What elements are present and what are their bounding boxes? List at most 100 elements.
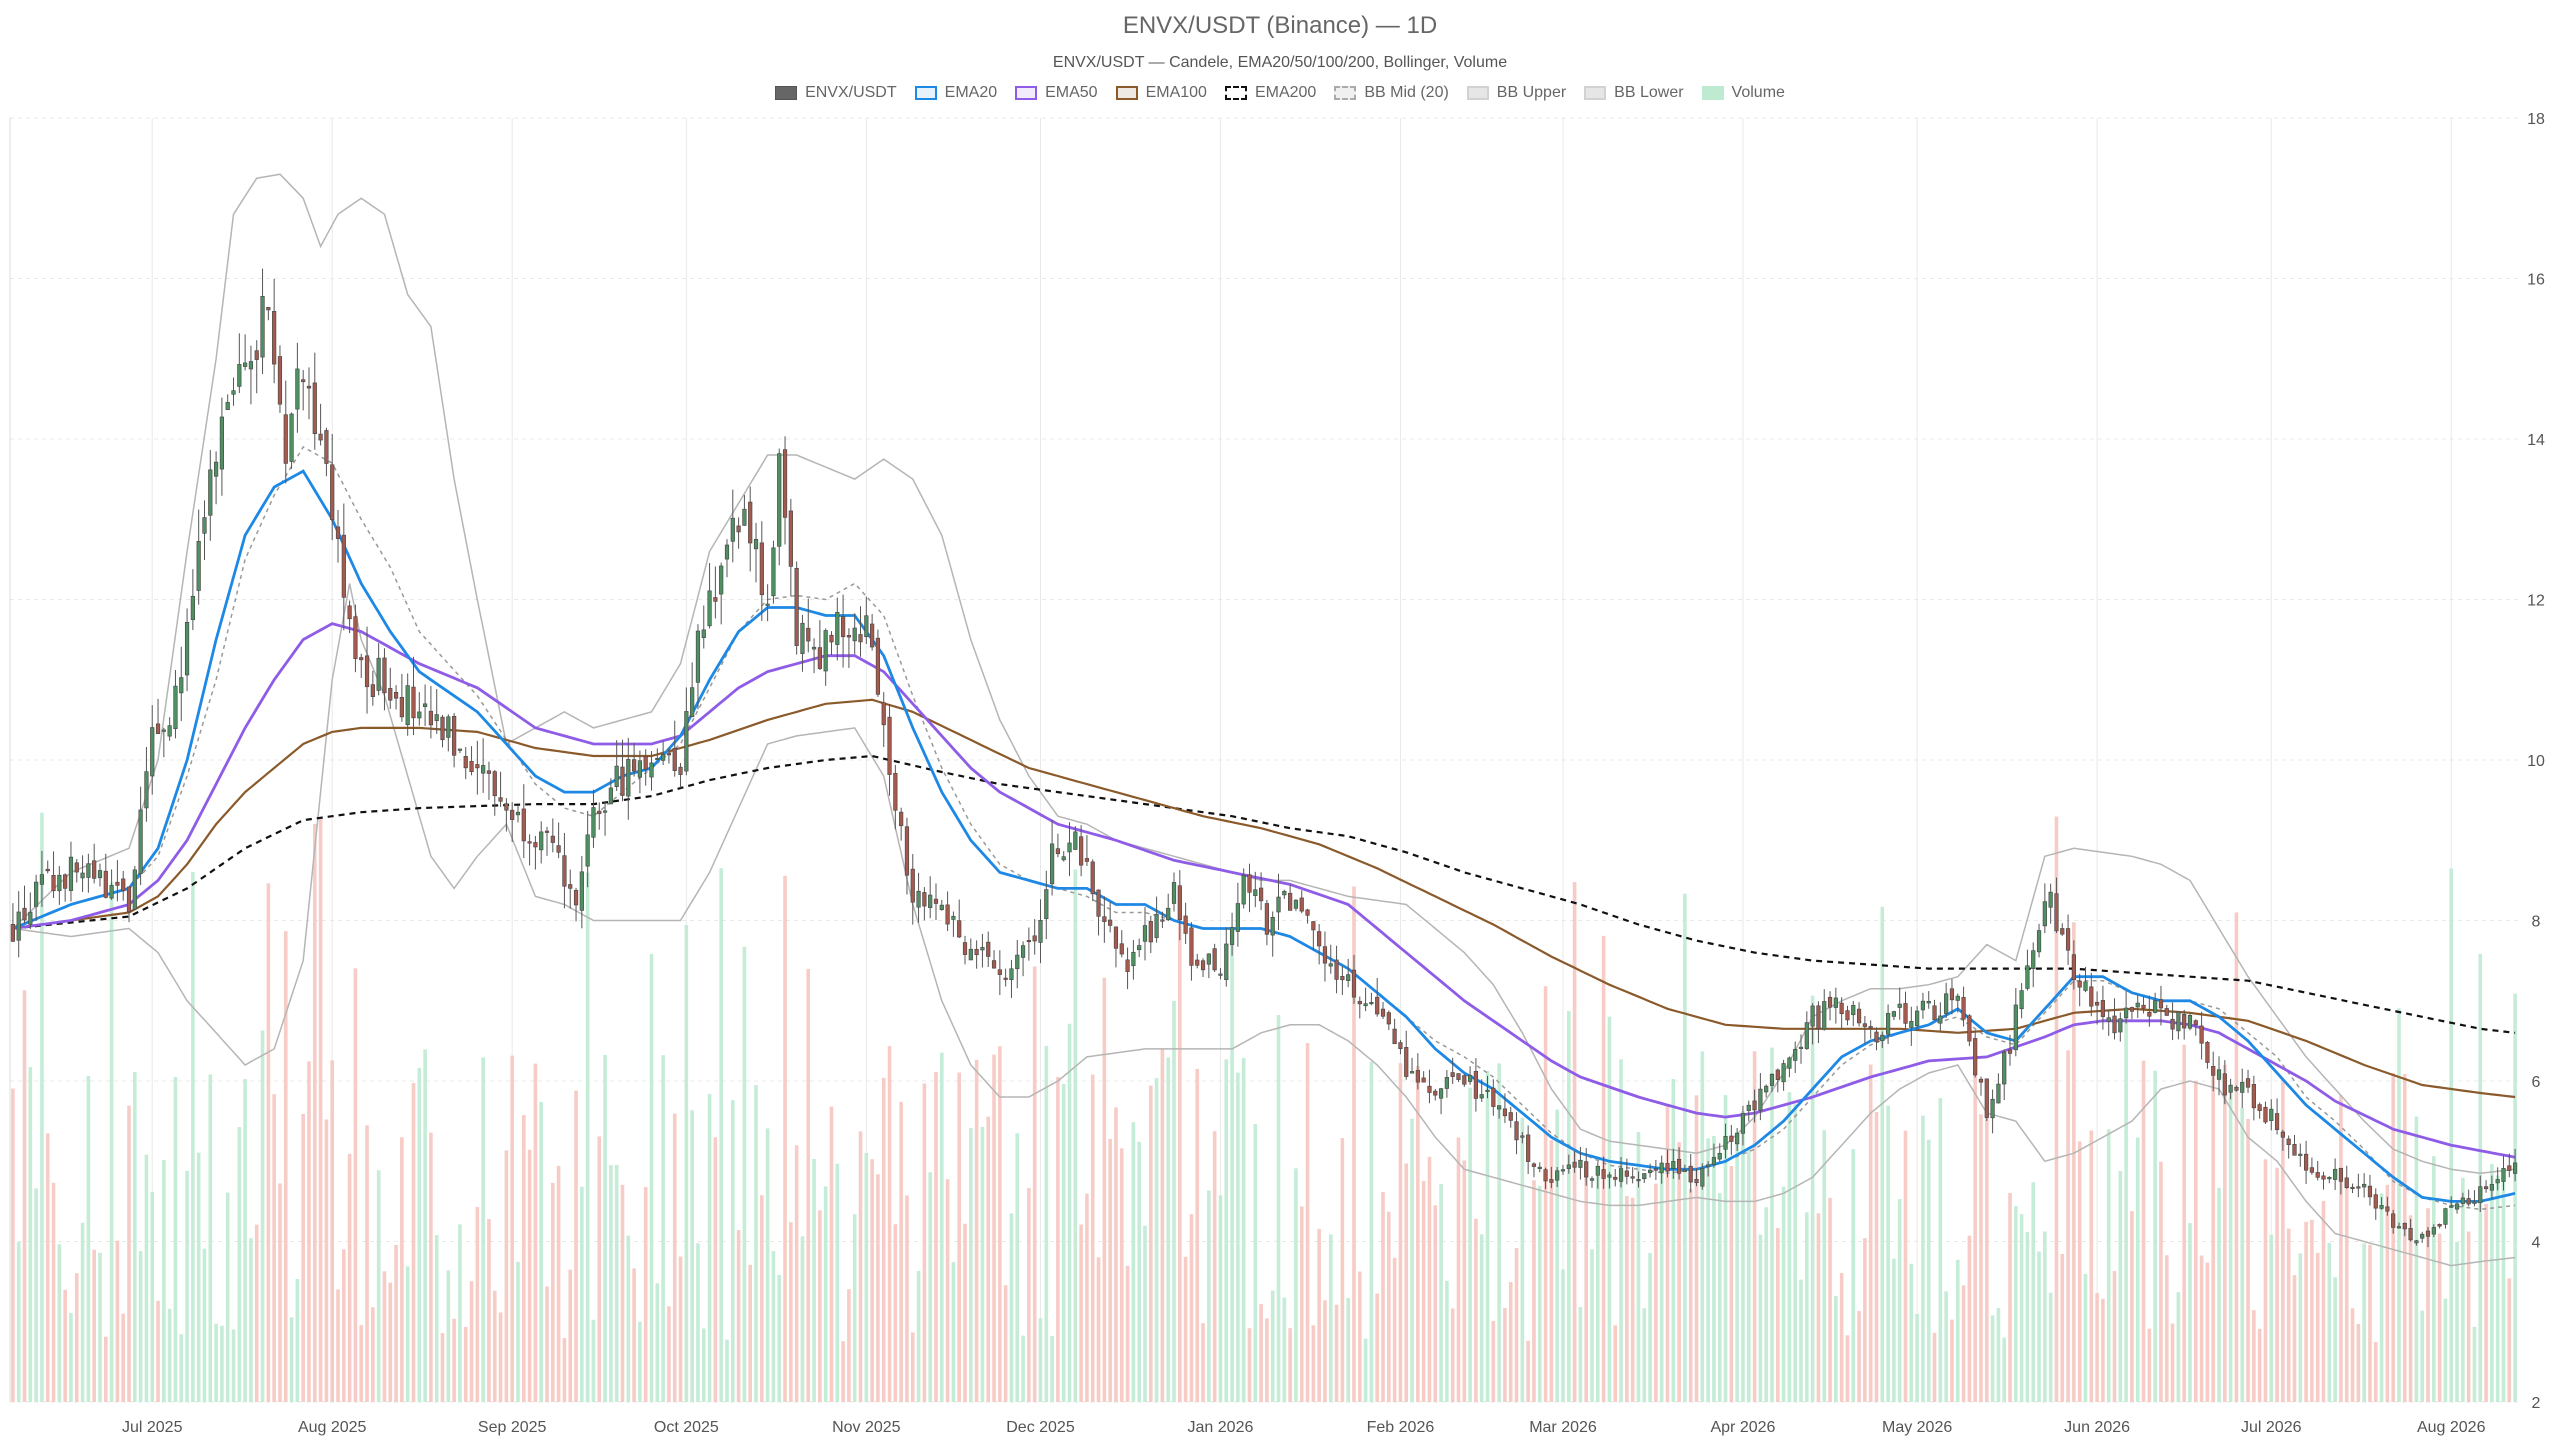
candle-body: [34, 881, 39, 907]
volume-bar: [1979, 1114, 1983, 1402]
legend-item-ema200[interactable]: EMA200: [1224, 84, 1316, 102]
legend-item-bb-mid[interactable]: BB Mid (20): [1334, 84, 1449, 102]
candle-body: [672, 747, 677, 771]
volume-bar: [1143, 1225, 1147, 1402]
x-tick-label: Jul 2026: [2241, 1419, 2302, 1436]
candle-body: [684, 711, 689, 772]
candle-body: [1357, 1000, 1362, 1005]
candle-body: [202, 517, 207, 534]
volume-bar: [2025, 1231, 2030, 1402]
legend-item-bb-lower[interactable]: BB Lower: [1584, 84, 1684, 102]
candle-body: [190, 595, 195, 620]
volume-bar: [1317, 1228, 1321, 1402]
volume-bar: [185, 1170, 189, 1402]
volume-bar: [876, 1174, 880, 1402]
volume-bar: [2437, 1233, 2442, 1402]
volume-bar: [748, 1264, 753, 1402]
candle-body: [463, 756, 468, 769]
volume-bar: [1009, 1213, 1014, 1402]
candle-body: [1978, 1078, 1984, 1083]
volume-bar: [2362, 1243, 2366, 1402]
volume-bar: [2257, 1328, 2262, 1402]
candle-body: [1874, 1031, 1879, 1043]
legend-item-ema20[interactable]: EMA20: [914, 84, 997, 102]
candle-body: [2089, 986, 2094, 1007]
volume-bar: [336, 1289, 340, 1402]
legend-item-bb-upper[interactable]: BB Upper: [1466, 84, 1566, 102]
candle-body: [1467, 1074, 1473, 1082]
volume-bar: [1503, 1308, 1507, 1402]
volume-bar: [2193, 1080, 2198, 1402]
candle-body: [1996, 1083, 2001, 1104]
volume-bar: [417, 1067, 422, 1402]
candle-body: [1555, 1170, 1560, 1181]
candle-body: [260, 296, 265, 358]
candle-body: [1235, 903, 1240, 932]
candle-body: [1073, 831, 1078, 850]
volume-bar: [556, 1165, 561, 1402]
ema100-line: [12, 698, 2516, 1099]
chart-subtitle: ENVX/USDT — Candele, EMA20/50/100/200, B…: [1052, 54, 1508, 71]
candle-body: [1787, 1057, 1792, 1069]
volume-bar: [2472, 1326, 2477, 1402]
volume-bar: [1961, 1285, 1966, 1402]
candle-body: [1618, 1168, 1624, 1182]
candle-body: [1351, 969, 1357, 998]
volume-bar: [1880, 906, 1885, 1402]
candle-body: [2042, 901, 2047, 927]
candle-body: [661, 754, 666, 761]
dashed-line-swatch-icon: [1224, 86, 1247, 100]
candle-body: [486, 770, 492, 774]
candle-body: [1584, 1161, 1589, 1178]
volume-bar: [405, 1266, 410, 1402]
legend-item-ema50[interactable]: EMA50: [1015, 84, 1098, 102]
candle-body: [2501, 1168, 2506, 1182]
volume-bar: [516, 1261, 520, 1402]
candle-body: [591, 807, 596, 838]
candle-body: [1131, 951, 1136, 967]
volume-bar: [568, 1269, 573, 1402]
volume-bar: [1032, 966, 1037, 1402]
candle-body: [138, 809, 143, 875]
candle-body: [393, 691, 399, 699]
volume-bar: [469, 1281, 474, 1402]
volume-bar: [1027, 1188, 1031, 1402]
legend-label: EMA100: [1145, 84, 1207, 101]
candle-body: [2228, 1084, 2233, 1093]
candle-body: [1804, 1022, 1809, 1049]
candle-body: [2512, 1162, 2518, 1174]
candle-body: [1433, 1090, 1438, 1096]
volume-bar: [1305, 1043, 1310, 1402]
candle-body: [2124, 1007, 2129, 1019]
candle-body: [1497, 1105, 1502, 1110]
volume-bar: [150, 1191, 155, 1402]
candle-body: [2077, 980, 2082, 988]
candle-body: [637, 760, 643, 778]
candle-body: [115, 881, 120, 886]
legend-item-ema100[interactable]: EMA100: [1115, 84, 1207, 102]
volume-bar: [1311, 1325, 1316, 1402]
candle-body: [1531, 1163, 1537, 1167]
candle-body: [2094, 1001, 2100, 1006]
candle-body: [1183, 915, 1188, 934]
candle-body: [2048, 891, 2053, 908]
candle-body: [1572, 1161, 1577, 1168]
legend-label: Volume: [1731, 84, 1785, 101]
candle-body: [945, 904, 950, 925]
legend-item-candles[interactable]: ENVX/USDT: [775, 84, 897, 102]
volume-bar: [2054, 816, 2059, 1402]
volume-bar: [2449, 868, 2454, 1402]
volume-bar: [1259, 1304, 1263, 1402]
volume-bar: [887, 1046, 892, 1402]
volume-bar: [121, 1313, 126, 1402]
volume-bar: [1781, 1186, 1786, 1402]
candle-body: [573, 890, 579, 906]
legend-item-volume[interactable]: Volume: [1701, 84, 1785, 102]
volume-bar: [1990, 1315, 1995, 1402]
volume-bar: [603, 1054, 607, 1402]
volume-bar: [835, 1163, 840, 1402]
line-swatch-icon: [1015, 86, 1038, 100]
bar-swatch-icon: [1701, 86, 1724, 100]
candle-body: [1090, 861, 1095, 895]
